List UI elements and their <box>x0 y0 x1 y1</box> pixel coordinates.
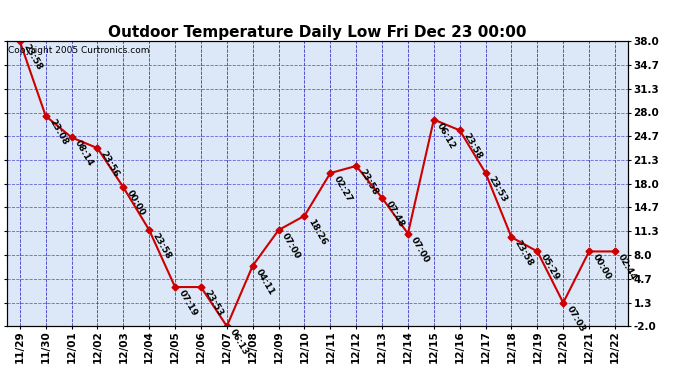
Title: Outdoor Temperature Daily Low Fri Dec 23 00:00: Outdoor Temperature Daily Low Fri Dec 23… <box>108 25 526 40</box>
Text: 07:00: 07:00 <box>409 235 431 264</box>
Text: 23:58: 23:58 <box>150 231 172 261</box>
Text: 00:00: 00:00 <box>591 253 612 282</box>
Text: 07:00: 07:00 <box>280 231 302 261</box>
Text: 00:00: 00:00 <box>125 189 146 218</box>
Text: 23:56: 23:56 <box>99 150 121 179</box>
Text: 07:48: 07:48 <box>384 200 406 229</box>
Text: 23:58: 23:58 <box>461 132 483 161</box>
Text: 07:19: 07:19 <box>177 288 199 318</box>
Text: 23:08: 23:08 <box>47 117 69 147</box>
Text: 02:27: 02:27 <box>332 174 354 204</box>
Text: 23:58: 23:58 <box>21 43 43 72</box>
Text: 23:58: 23:58 <box>357 167 380 196</box>
Text: 23:58: 23:58 <box>513 238 535 268</box>
Text: 04:11: 04:11 <box>254 267 276 296</box>
Text: 08:14: 08:14 <box>73 139 95 168</box>
Text: Copyright 2005 Curtronics.com: Copyright 2005 Curtronics.com <box>8 45 150 54</box>
Text: 05:29: 05:29 <box>539 253 561 282</box>
Text: 23:53: 23:53 <box>487 174 509 204</box>
Text: 02:44: 02:44 <box>616 253 638 282</box>
Text: 06:12: 06:12 <box>435 121 457 150</box>
Text: 07:03: 07:03 <box>564 304 586 333</box>
Text: 23:53: 23:53 <box>202 288 224 318</box>
Text: 06:13: 06:13 <box>228 328 250 357</box>
Text: 18:26: 18:26 <box>306 217 328 246</box>
